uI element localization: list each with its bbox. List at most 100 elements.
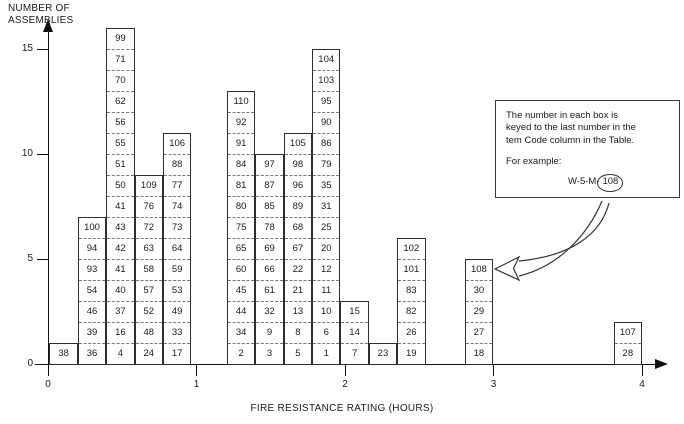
x-tick [641,364,643,376]
assembly-box: 29 [465,301,493,322]
assembly-box: 3 [256,343,283,364]
assembly-box: 108 [470,264,487,276]
assembly-box: 97 [264,159,275,171]
assembly-box: 53 [163,280,191,301]
y-tick-label: 0 [27,357,33,369]
assembly-box: 102 [403,243,420,255]
assembly-box: 40 [107,280,134,301]
assembly-box: 99 [115,33,126,45]
callout-text-line1: The number in each box is [506,110,618,121]
assembly-box: 106 [169,138,186,150]
x-tick [493,364,494,376]
histogram-bar-13: 108 30 29 27 18 [464,259,494,365]
assembly-box: 92 [227,112,255,133]
assembly-box: 76 [135,196,162,217]
assembly-box: 67 [284,238,312,259]
assembly-box: 103 [313,70,340,91]
y-tick-label: 5 [27,252,33,264]
assembly-box: 39 [78,322,106,343]
assembly-box: 27 [465,322,493,343]
callout-note: The number in each box is keyed to the l… [495,100,680,198]
example-code-prefix: W-5-M- [568,176,600,188]
assembly-box: 25 [313,217,340,238]
assembly-box: 72 [135,217,162,238]
x-tick [344,364,346,376]
x-tick [47,364,49,376]
y-tick [37,48,48,50]
assembly-box: 9 [256,322,283,343]
assembly-box: 57 [135,280,162,301]
assembly-box: 79 [313,154,340,175]
assembly-box: 51 [107,154,134,175]
assembly-box: 71 [107,49,134,70]
assembly-box: 87 [256,175,283,196]
assembly-box: 8 [284,322,312,343]
assembly-box: 26 [398,322,425,343]
assembly-box: 90 [313,112,340,133]
y-tick [37,153,48,155]
histogram-bar-12: 102 101 83 82 26 19 [397,238,426,365]
assembly-box: 36 [78,343,106,364]
assembly-box: 45 [227,280,255,301]
y-axis-title: NUMBER OF ASSEMBLIES [8,3,73,27]
x-axis-title: FIRE RESISTANCE RATING (HOURS) [250,403,434,414]
histogram-bar-5: 106 88 77 74 73 64 59 53 49 33 17 [162,133,192,365]
assembly-box: 24 [135,343,162,364]
histogram-bar-4: 109 76 72 63 58 57 52 48 24 [134,175,163,365]
assembly-box: 63 [135,238,162,259]
assembly-box: 14 [341,322,368,343]
assembly-box: 38 [58,348,69,360]
assembly-box: 55 [107,133,134,154]
assembly-box: 21 [284,280,312,301]
assembly-box: 68 [284,217,312,238]
x-tick-label: 2 [342,379,348,390]
assembly-box: 100 [84,222,100,234]
assembly-box: 64 [163,238,191,259]
assembly-box: 6 [313,322,340,343]
assembly-box: 41 [107,259,134,280]
histogram-bar-7: 97 87 85 78 69 66 61 32 9 3 [255,154,284,365]
assembly-box: 28 [614,343,642,364]
callout-text-line2: keyed to the last number in the [506,122,636,134]
assembly-box: 61 [256,280,283,301]
assembly-box: 22 [284,259,312,280]
assembly-box: 10 [313,301,340,322]
x-tick-label: 1 [193,379,200,390]
assembly-box: 2 [227,343,255,364]
assembly-box: 96 [284,175,312,196]
y-tick [37,258,48,260]
assembly-box: 101 [398,259,425,280]
histogram-bar-10: 15 14 7 [340,301,369,365]
assembly-box: 105 [289,138,306,150]
assembly-box: 41 [107,196,134,217]
callout-text-line3: tem Code column in the Table. [506,134,635,146]
assembly-box: 74 [163,196,191,217]
assembly-box: 73 [163,217,191,238]
assembly-box: 44 [227,301,255,322]
y-axis-line [47,30,49,364]
assembly-box: 83 [398,280,425,301]
assembly-box: 16 [107,322,134,343]
assembly-box: 23 [377,348,389,360]
assembly-box: 65 [227,238,255,259]
assembly-box: 37 [107,301,134,322]
histogram-bar-3: 99 71 70 62 56 55 51 50 41 43 42 41 40 37 16 4 [106,28,135,365]
assembly-box: 1 [313,343,340,364]
histogram-bar-11: 23 [368,343,398,365]
assembly-box: 59 [163,259,191,280]
histogram-bar-1: 38 [49,343,78,365]
x-axis-arrowhead-icon [655,359,668,369]
assembly-box: 54 [78,280,106,301]
assembly-box: 81 [227,175,255,196]
assembly-box: 80 [227,196,255,217]
assembly-box: 58 [135,259,162,280]
assembly-box: 69 [256,238,283,259]
assembly-box: 33 [163,322,191,343]
assembly-box: 4 [107,343,134,364]
y-axis-title-line1: NUMBER OF [8,3,70,14]
assembly-box: 30 [465,280,493,301]
assembly-box: 42 [107,238,134,259]
assembly-box: 70 [107,70,134,91]
assembly-box: 75 [227,217,255,238]
